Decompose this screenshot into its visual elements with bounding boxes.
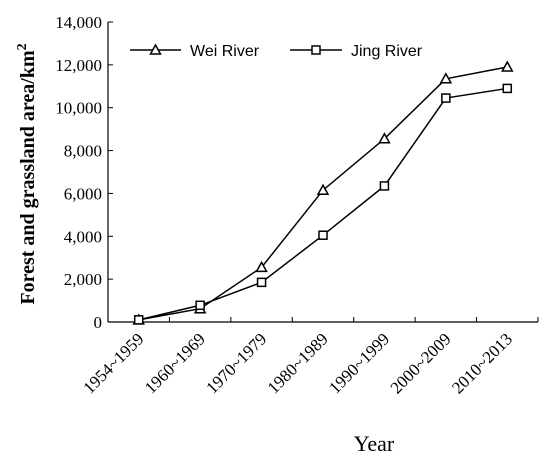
legend: Wei River Jing River bbox=[130, 43, 423, 60]
data-point-marker bbox=[379, 181, 390, 191]
data-point-marker bbox=[501, 60, 514, 72]
y-tick-label: 0 bbox=[94, 313, 103, 332]
series-jing-river bbox=[133, 83, 513, 325]
data-point-marker bbox=[439, 72, 453, 84]
y-axis-title: Forest and grassland area/km2 bbox=[15, 43, 39, 304]
y-tick-label: 6,000 bbox=[64, 184, 102, 203]
data-point-marker bbox=[441, 93, 451, 103]
y-tick-label: 10,000 bbox=[55, 99, 102, 118]
legend-item: Jing River bbox=[290, 43, 423, 60]
x-axis-title: Year bbox=[354, 431, 395, 456]
data-point-marker bbox=[378, 132, 391, 144]
y-axis-ticks: 0 2,000 4,000 6,000 8,000 10,000 12,000 14,000 bbox=[55, 13, 113, 332]
legend-label: Wei River bbox=[190, 43, 260, 60]
y-tick-label: 4,000 bbox=[64, 227, 102, 246]
y-tick-label: 2,000 bbox=[64, 270, 102, 289]
data-point-marker bbox=[195, 300, 205, 311]
legend-marker bbox=[311, 45, 321, 55]
series-layer bbox=[132, 60, 514, 325]
data-point-marker bbox=[255, 260, 268, 273]
y-tick-label: 8,000 bbox=[64, 142, 102, 161]
data-point-marker bbox=[133, 315, 144, 325]
legend-label: Jing River bbox=[351, 43, 423, 60]
data-point-marker bbox=[318, 230, 328, 240]
data-point-marker bbox=[316, 183, 330, 195]
legend-marker bbox=[149, 43, 162, 55]
y-axis-title-text: Forest and grassland area/km bbox=[17, 50, 39, 305]
y-tick-label: 14,000 bbox=[55, 13, 102, 32]
y-tick-label: 12,000 bbox=[55, 56, 102, 75]
data-point-marker bbox=[502, 83, 513, 94]
y-axis-title-superscript: 2 bbox=[15, 43, 30, 50]
legend-item: Wei River bbox=[130, 43, 260, 60]
data-point-marker bbox=[256, 277, 267, 288]
